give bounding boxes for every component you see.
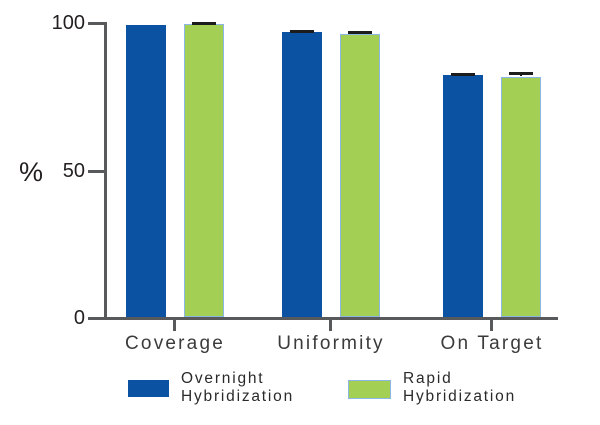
category-label-coverage: Coverage bbox=[125, 333, 225, 354]
y-tick-label: 100 bbox=[51, 12, 85, 34]
y-axis-title: % bbox=[19, 157, 44, 187]
category-label-on-target: On Target bbox=[440, 333, 544, 354]
x-axis-line bbox=[88, 317, 558, 320]
error-bar-cap bbox=[509, 72, 533, 75]
legend-label: Overnight Hybridization bbox=[181, 370, 294, 405]
bar-overnight-uniformity bbox=[282, 32, 322, 317]
error-bar-cap bbox=[290, 30, 314, 33]
category-label-uniformity: Uniformity bbox=[277, 333, 385, 354]
error-bar-cap bbox=[348, 31, 372, 34]
y-tick-label: 50 bbox=[62, 160, 85, 182]
legend-item: Overnight Hybridization bbox=[128, 370, 331, 405]
y-tick-label: 0 bbox=[73, 307, 85, 329]
bar-overnight-on-target bbox=[443, 75, 483, 317]
legend-swatch bbox=[348, 380, 391, 399]
bar-overnight-coverage bbox=[126, 25, 166, 317]
x-axis-tick bbox=[173, 317, 176, 331]
bar-rapid-uniformity bbox=[340, 34, 380, 317]
y-axis-line bbox=[104, 22, 107, 320]
y-axis-tick bbox=[88, 22, 104, 25]
x-axis-tick bbox=[490, 317, 493, 331]
error-bar-cap bbox=[192, 22, 216, 25]
legend-swatch bbox=[128, 380, 169, 397]
error-bar-cap bbox=[451, 73, 475, 76]
legend-label: Rapid Hybridization bbox=[403, 370, 516, 405]
bar-rapid-on-target bbox=[501, 77, 541, 317]
y-axis-tick bbox=[88, 170, 104, 173]
legend-item: Rapid Hybridization bbox=[348, 370, 553, 405]
x-axis-tick bbox=[329, 317, 332, 331]
bar-rapid-coverage bbox=[184, 24, 224, 317]
